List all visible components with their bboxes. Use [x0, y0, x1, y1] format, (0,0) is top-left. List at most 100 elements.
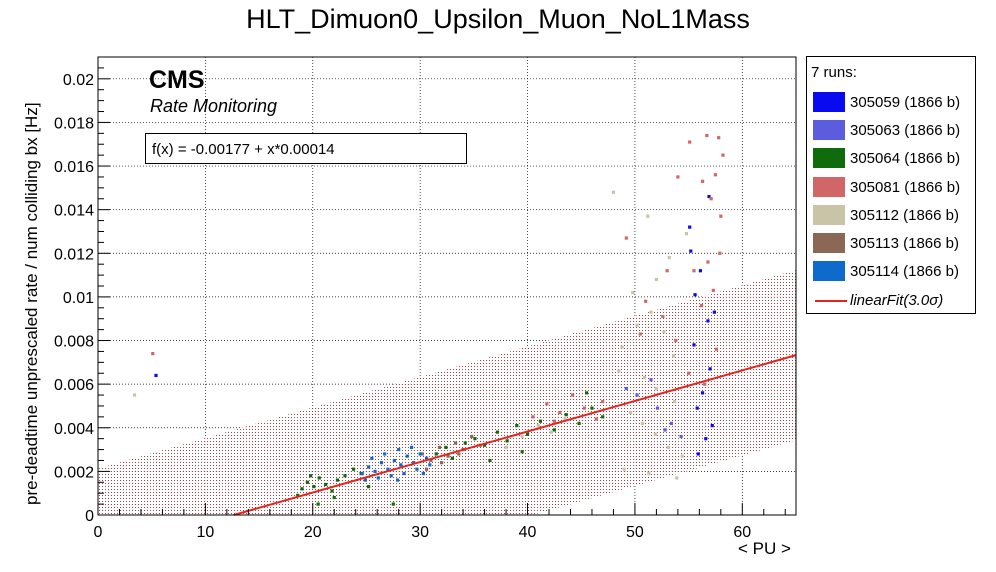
data-point: [418, 452, 422, 456]
fit-line: [233, 354, 797, 516]
legend-item-305114: 305114 (1866 b): [813, 261, 973, 283]
data-point: [520, 434, 524, 439]
y-tick-label: 0.01: [63, 290, 94, 307]
data-point: [370, 456, 374, 460]
data-point: [488, 458, 492, 463]
cms-label: CMS: [149, 66, 205, 94]
x-tick-label: 20: [304, 524, 322, 541]
data-point: [653, 432, 657, 436]
y-tick-label: 0.02: [63, 72, 94, 89]
data-point: [386, 467, 390, 471]
series-1: [624, 378, 683, 439]
y-tick-label: 0.008: [54, 334, 94, 351]
data-point: [662, 330, 666, 334]
series-4: [132, 190, 689, 480]
legend-item-305063: 305063 (1866 b): [813, 120, 973, 142]
data-point: [698, 269, 703, 273]
y-tick-label: 0.002: [54, 464, 94, 481]
data-point: [151, 352, 155, 356]
data-point: [705, 133, 709, 138]
data-point: [624, 236, 628, 240]
axis-tick-labels: 0 10 20 30 40 50 60 0 0.002 0.004 0.006 0.008 0.01 0.…: [54, 72, 751, 541]
fit-line-segment: [233, 354, 797, 516]
y-tick-label: 0.018: [54, 115, 94, 132]
data-point: [684, 232, 689, 236]
data-point: [671, 354, 676, 358]
data-point: [450, 456, 454, 460]
data-point: [700, 391, 705, 395]
data-point: [376, 476, 380, 480]
data-point: [706, 260, 710, 264]
data-point: [389, 474, 393, 478]
data-point: [717, 136, 721, 140]
data-point: [446, 454, 450, 458]
data-point: [363, 478, 367, 482]
x-axis-title: < PU >: [738, 539, 791, 558]
data-point: [367, 465, 371, 469]
legend-item-linear-fit: linearFit(3.0σ): [813, 290, 973, 312]
data-point: [680, 454, 684, 458]
data-point: [624, 386, 628, 391]
data-point: [415, 467, 419, 471]
data-point: [463, 441, 467, 445]
data-point: [665, 269, 669, 273]
fit-confidence-band: [98, 270, 796, 515]
legend-item-305113: 305113 (1866 b): [813, 233, 973, 255]
data-point: [473, 437, 477, 441]
data-point: [721, 153, 725, 157]
data-point: [515, 423, 519, 428]
data-point: [396, 478, 400, 482]
data-point: [696, 452, 700, 456]
data-point: [428, 463, 432, 467]
data-point: [564, 413, 568, 417]
data-point: [402, 471, 406, 476]
y-tick-label: 0: [85, 508, 94, 525]
chart-title: HLT_Dimuon0_Upsilon_Muon_NoL1Mass: [246, 4, 750, 34]
y-tick-label: 0.014: [54, 203, 94, 220]
data-point: [692, 269, 696, 273]
data-point: [666, 445, 670, 449]
legend-label: 305063 (1866 b): [850, 122, 961, 139]
data-point: [679, 434, 683, 439]
data-point: [622, 467, 626, 471]
legend-item-305112: 305112 (1866 b): [813, 205, 973, 227]
data-point: [655, 406, 660, 410]
data-point: [154, 373, 158, 378]
legend-item-305059: 305059 (1866 b): [813, 92, 973, 114]
data-point: [429, 458, 433, 463]
data-point: [421, 471, 425, 476]
fit-formula-box: f(x) = -0.00177 + x*0.00014: [145, 133, 467, 164]
data-point: [317, 476, 321, 480]
data-point: [635, 323, 639, 327]
legend-swatch: [813, 92, 845, 112]
data-point: [360, 471, 364, 476]
data-point: [709, 197, 713, 201]
data-point: [673, 399, 677, 404]
data-point: [711, 288, 715, 292]
y-tick-label: 0.004: [54, 421, 94, 438]
data-point: [699, 304, 704, 308]
data-point: [520, 450, 524, 454]
data-point: [538, 419, 543, 423]
data-point: [434, 452, 438, 456]
data-point: [642, 376, 647, 380]
data-point: [582, 406, 587, 410]
data-point: [300, 487, 304, 491]
legend-fit-line: [815, 300, 847, 302]
data-point: [611, 190, 616, 194]
data-point: [531, 415, 535, 419]
data-point: [687, 371, 691, 375]
data-point: [708, 367, 712, 371]
data-point: [649, 310, 653, 314]
data-point: [617, 369, 621, 373]
data-point: [343, 474, 347, 478]
data-point: [549, 430, 553, 434]
data-point: [505, 439, 509, 443]
data-point: [332, 495, 336, 500]
x-tick-label: 60: [733, 524, 751, 541]
data-point: [638, 332, 642, 336]
data-point: [700, 179, 705, 183]
data-point: [640, 421, 645, 425]
data-point: [558, 410, 562, 415]
data-point: [631, 290, 635, 295]
